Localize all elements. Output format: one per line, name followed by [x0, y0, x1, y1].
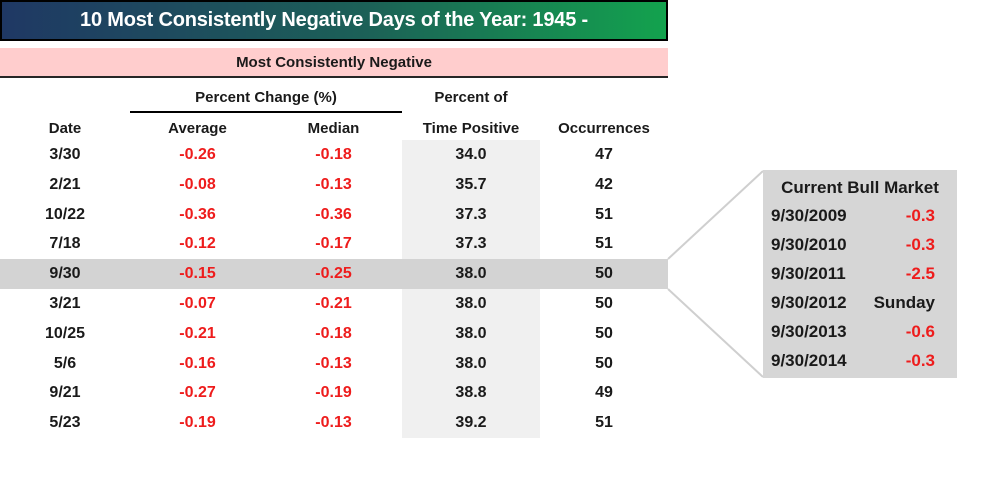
cell-median: -0.18: [315, 146, 352, 163]
cell-average: -0.21: [179, 324, 216, 342]
callout-value: -0.3: [905, 235, 935, 254]
cell-average: -0.12: [179, 235, 216, 253]
cell-time-positive: 38.8: [402, 378, 540, 409]
table-row: 5/23 -0.19 -0.13 39.2 51: [0, 408, 668, 438]
cell-occurrences: 51: [595, 205, 613, 223]
cell-date: 10/25: [44, 324, 86, 342]
callout-row: 9/30/2013 -0.6: [763, 317, 957, 346]
callout-value: -0.3: [905, 351, 935, 370]
callout-value: -0.6: [905, 322, 935, 341]
table-row: 2/21 -0.08 -0.13 35.7 42: [0, 169, 668, 200]
table-row: 10/25 -0.21 -0.18 38.0 50: [0, 318, 668, 349]
cell-time-positive: 34.0: [402, 140, 540, 170]
cell-date: 5/6: [53, 354, 77, 372]
cell-time-positive: 39.2: [402, 408, 540, 438]
col-header-median: Median: [307, 120, 360, 137]
cell-occurrences: 50: [595, 294, 613, 312]
section-banner-label: Most Consistently Negative: [236, 53, 432, 71]
callout-date: 9/30/2009: [771, 206, 847, 225]
callout-row: 9/30/2010 -0.3: [763, 230, 957, 259]
callout-value: -2.5: [905, 264, 935, 283]
callout-row: 9/30/2009 -0.3: [763, 201, 957, 230]
callout-row: 9/30/2011 -2.5: [763, 259, 957, 288]
table-row: 5/6 -0.16 -0.13 38.0 50: [0, 348, 668, 379]
cell-date: 5/23: [49, 414, 81, 432]
cell-date: 7/18: [49, 235, 81, 253]
cell-average: -0.07: [179, 294, 216, 312]
cell-average: -0.36: [179, 205, 216, 223]
callout-row: 9/30/2012 Sunday: [763, 288, 957, 317]
header-percent-of: Percent of: [434, 89, 508, 106]
callout-date: 9/30/2013: [771, 322, 847, 341]
figure-title-bar: 10 Most Consistently Negative Days of th…: [0, 0, 668, 41]
cell-time-positive: 37.3: [402, 229, 540, 260]
cell-date: 2/21: [49, 175, 81, 193]
cell-time-positive: 35.7: [402, 169, 540, 200]
cell-occurrences: 50: [595, 354, 613, 372]
cell-average: -0.16: [179, 354, 216, 372]
cell-average: -0.27: [179, 384, 216, 402]
cell-time-positive: 38.0: [402, 288, 540, 319]
cell-median: -0.13: [315, 414, 352, 432]
callout-row: 9/30/2014 -0.3: [763, 346, 957, 375]
table-header: Percent Change (%) Percent of Date Avera…: [0, 84, 668, 142]
cell-date: 9/21: [49, 384, 81, 402]
cell-occurrences: 42: [595, 175, 613, 193]
cell-median: -0.18: [315, 324, 352, 342]
table-row-highlighted: 9/30 -0.15 -0.25 38.0 50: [0, 259, 668, 289]
table-row: 3/21 -0.07 -0.21 38.0 50: [0, 288, 668, 319]
cell-median: -0.21: [315, 294, 352, 312]
table-row: 7/18 -0.12 -0.17 37.3 51: [0, 229, 668, 260]
cell-occurrences: 51: [595, 414, 613, 432]
col-header-time-positive: Time Positive: [422, 120, 520, 137]
cell-median: -0.13: [315, 175, 352, 193]
header-percent-change-group: Percent Change (%): [130, 84, 402, 113]
cell-date: 10/22: [44, 205, 86, 223]
callout-date: 9/30/2012: [771, 293, 847, 312]
header-spacer: [540, 84, 668, 111]
callout-value: Sunday: [873, 293, 935, 312]
cell-date: 3/30: [49, 146, 81, 163]
header-spacer: [0, 84, 130, 111]
cell-median: -0.13: [315, 354, 352, 372]
table-row: 10/22 -0.36 -0.36 37.3 51: [0, 199, 668, 230]
cell-occurrences: 47: [595, 146, 613, 163]
callout-value: -0.3: [905, 206, 935, 225]
callout-title: Current Bull Market: [781, 178, 939, 197]
cell-time-positive: 37.3: [402, 199, 540, 230]
cell-date: 3/21: [49, 294, 81, 312]
cell-median: -0.36: [315, 205, 352, 223]
callout-box: Current Bull Market 9/30/2009 -0.3 9/30/…: [763, 170, 957, 378]
table-row: 9/21 -0.27 -0.19 38.8 49: [0, 378, 668, 409]
cell-median: -0.17: [315, 235, 352, 253]
callout-date: 9/30/2010: [771, 235, 847, 254]
col-header-occurrences: Occurrences: [558, 120, 650, 137]
callout-date: 9/30/2011: [771, 264, 846, 283]
cell-time-positive: 38.0: [402, 259, 540, 289]
cell-time-positive: 38.0: [402, 348, 540, 379]
cell-average: -0.08: [179, 175, 216, 193]
col-header-date: Date: [48, 120, 82, 137]
cell-occurrences: 50: [540, 259, 668, 289]
cell-date: 9/30: [0, 259, 130, 289]
cell-occurrences: 49: [595, 384, 613, 402]
cell-average: -0.19: [179, 414, 216, 432]
cell-time-positive: 38.0: [402, 318, 540, 349]
section-banner: Most Consistently Negative: [0, 48, 668, 78]
cell-occurrences: 51: [595, 235, 613, 253]
cell-average: -0.15: [130, 259, 265, 289]
figure-title: 10 Most Consistently Negative Days of th…: [80, 9, 588, 31]
table-row: 3/30 -0.26 -0.18 34.0 47: [0, 140, 668, 170]
cell-median: -0.25: [265, 259, 402, 289]
cell-occurrences: 50: [595, 324, 613, 342]
cell-median: -0.19: [315, 384, 352, 402]
table-body: 3/30 -0.26 -0.18 34.0 47 2/21 -0.08 -0.1…: [0, 140, 668, 438]
callout-date: 9/30/2014: [771, 351, 847, 370]
col-header-average: Average: [168, 120, 227, 137]
cell-average: -0.26: [179, 146, 216, 163]
